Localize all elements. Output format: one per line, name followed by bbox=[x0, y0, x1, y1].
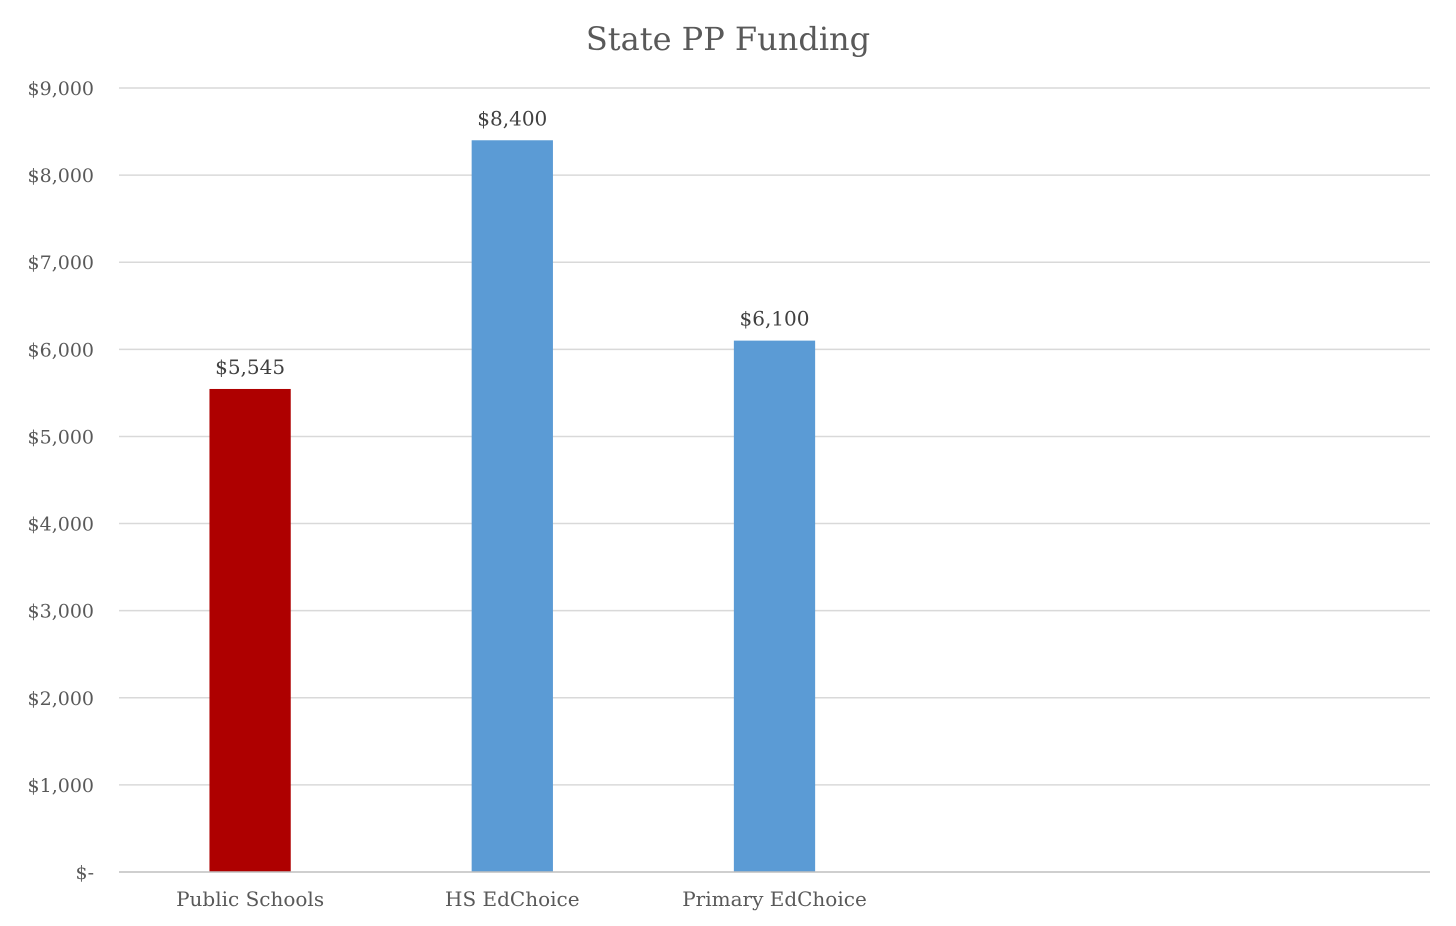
data-label: $6,100 bbox=[740, 307, 810, 331]
bar bbox=[471, 140, 553, 872]
y-tick-label: $4,000 bbox=[28, 514, 94, 536]
x-axis-tick-labels: Public Schools HS EdChoice Primary EdChoic… bbox=[176, 887, 867, 911]
chart-title: State PP Funding bbox=[586, 20, 870, 58]
y-tick-label: $7,000 bbox=[28, 252, 94, 274]
x-tick-label: HS EdChoice bbox=[445, 887, 580, 911]
y-tick-label: $2,000 bbox=[28, 688, 94, 710]
bar bbox=[209, 388, 291, 872]
y-tick-label: $3,000 bbox=[28, 601, 94, 623]
bars bbox=[209, 140, 816, 873]
x-tick-label: Public Schools bbox=[176, 887, 324, 911]
y-tick-label: $- bbox=[75, 862, 94, 884]
y-tick-label: $8,000 bbox=[28, 165, 94, 187]
y-tick-label: $1,000 bbox=[28, 775, 94, 797]
bar bbox=[733, 340, 816, 873]
y-tick-label: $6,000 bbox=[28, 339, 94, 361]
x-tick-label: Primary EdChoice bbox=[682, 887, 867, 911]
data-label: $5,545 bbox=[215, 355, 285, 379]
y-tick-label: $9,000 bbox=[28, 78, 94, 100]
data-labels: $5,545 $8,400 $6,100 bbox=[215, 106, 809, 379]
y-axis-tick-labels: $- $1,000 $2,000 $3,000 $4,000 $5,000 $6,000 $7… bbox=[28, 78, 94, 884]
y-tick-label: $5,000 bbox=[28, 426, 94, 448]
data-label: $8,400 bbox=[477, 106, 547, 130]
